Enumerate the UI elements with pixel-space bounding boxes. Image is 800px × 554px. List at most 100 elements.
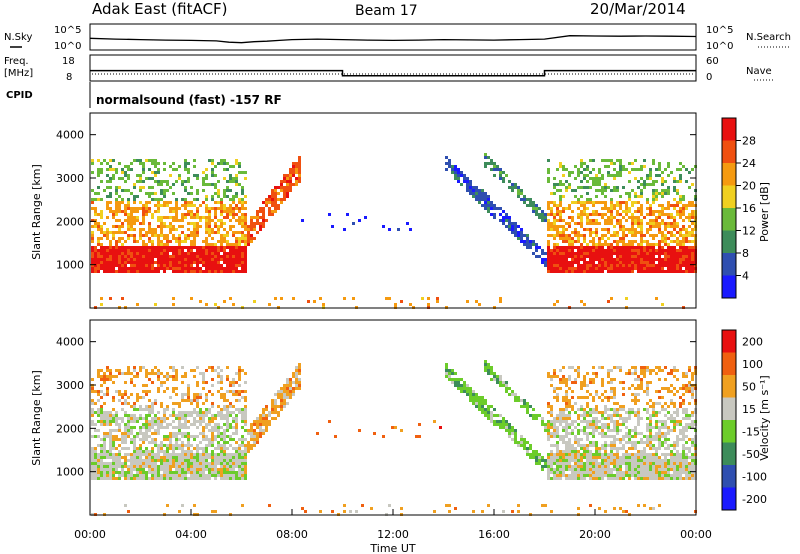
echo-cell — [685, 168, 688, 171]
echo-cell — [217, 246, 220, 249]
echo-cell — [232, 252, 235, 255]
echo-cell — [583, 168, 586, 171]
echo-cell — [598, 171, 601, 174]
echo-cell — [274, 411, 277, 414]
echo-cell — [592, 411, 595, 414]
echo-cell — [187, 414, 190, 417]
echo-cell — [607, 453, 610, 456]
echo-cell — [106, 234, 109, 237]
echo-cell — [211, 417, 214, 420]
echo-cell — [517, 399, 520, 402]
echo-cell — [145, 255, 148, 258]
echo-cell — [280, 399, 283, 402]
echo-cell — [202, 435, 205, 438]
echo-cell — [244, 213, 247, 216]
echo-cell — [691, 216, 694, 219]
echo-cell — [664, 168, 667, 171]
echo-cell — [595, 444, 598, 447]
echo-cell — [562, 258, 565, 261]
echo-cell — [160, 246, 163, 249]
echo-cell — [166, 471, 169, 474]
echo-cell — [136, 303, 139, 306]
echo-cell — [229, 204, 232, 207]
echo-cell — [610, 258, 613, 261]
echo-cell — [109, 240, 112, 243]
echo-cell — [586, 207, 589, 210]
echo-cell — [97, 192, 100, 195]
echo-cell — [241, 453, 244, 456]
echo-cell — [670, 264, 673, 267]
echo-cell — [418, 423, 421, 426]
echo-cell — [622, 444, 625, 447]
echo-cell — [268, 210, 271, 213]
echo-cell — [109, 462, 112, 465]
echo-cell — [151, 198, 154, 201]
echo-cell — [169, 174, 172, 177]
echo-cell — [628, 468, 631, 471]
echo-cell — [193, 462, 196, 465]
echo-cell — [226, 447, 229, 450]
echo-cell — [610, 387, 613, 390]
echo-cell — [454, 177, 457, 180]
echo-cell — [553, 204, 556, 207]
echo-cell — [475, 300, 478, 303]
echo-cell — [526, 408, 529, 411]
echo-cell — [91, 234, 94, 237]
echo-cell — [571, 255, 574, 258]
echo-cell — [571, 381, 574, 384]
echo-cell — [148, 222, 151, 225]
echo-cell — [640, 225, 643, 228]
echo-cell — [553, 225, 556, 228]
echo-cell — [136, 471, 139, 474]
echo-cell — [130, 228, 133, 231]
echo-cell — [136, 159, 139, 162]
echo-cell — [223, 450, 226, 453]
echo-cell — [559, 246, 562, 249]
echo-cell — [295, 183, 298, 186]
echo-cell — [649, 252, 652, 255]
echo-cell — [283, 393, 286, 396]
echo-cell — [586, 438, 589, 441]
echo-cell — [592, 420, 595, 423]
echo-cell — [586, 216, 589, 219]
frequency-label: Freq. — [4, 56, 29, 67]
echo-cell — [166, 435, 169, 438]
echo-cell — [502, 171, 505, 174]
echo-cell — [541, 219, 544, 222]
echo-cell — [97, 468, 100, 471]
echo-cell — [241, 216, 244, 219]
echo-cell — [136, 408, 139, 411]
echo-cell — [469, 192, 472, 195]
echo-cell — [202, 465, 205, 468]
echo-cell — [565, 399, 568, 402]
echo-cell — [100, 369, 103, 372]
echo-cell — [124, 435, 127, 438]
echo-cell — [601, 477, 604, 480]
echo-cell — [208, 183, 211, 186]
echo-cell — [583, 444, 586, 447]
echo-cell — [142, 261, 145, 264]
echo-cell — [136, 417, 139, 420]
echo-cell — [595, 258, 598, 261]
echo-cell — [577, 186, 580, 189]
echo-cell — [250, 216, 253, 219]
echo-cell — [211, 429, 214, 432]
echo-cell — [235, 459, 238, 462]
echo-cell — [586, 264, 589, 267]
echo-cell — [628, 255, 631, 258]
echo-cell — [244, 216, 247, 219]
echo-cell — [109, 465, 112, 468]
echo-cell — [217, 189, 220, 192]
echo-cell — [193, 459, 196, 462]
echo-cell — [640, 237, 643, 240]
echo-cell — [631, 204, 634, 207]
echo-cell — [151, 420, 154, 423]
echo-cell — [628, 429, 631, 432]
echo-cell — [178, 243, 181, 246]
echo-cell — [154, 192, 157, 195]
echo-cell — [220, 240, 223, 243]
echo-cell — [118, 210, 121, 213]
echo-cell — [142, 474, 145, 477]
echo-cell — [634, 201, 637, 204]
echo-cell — [169, 474, 172, 477]
